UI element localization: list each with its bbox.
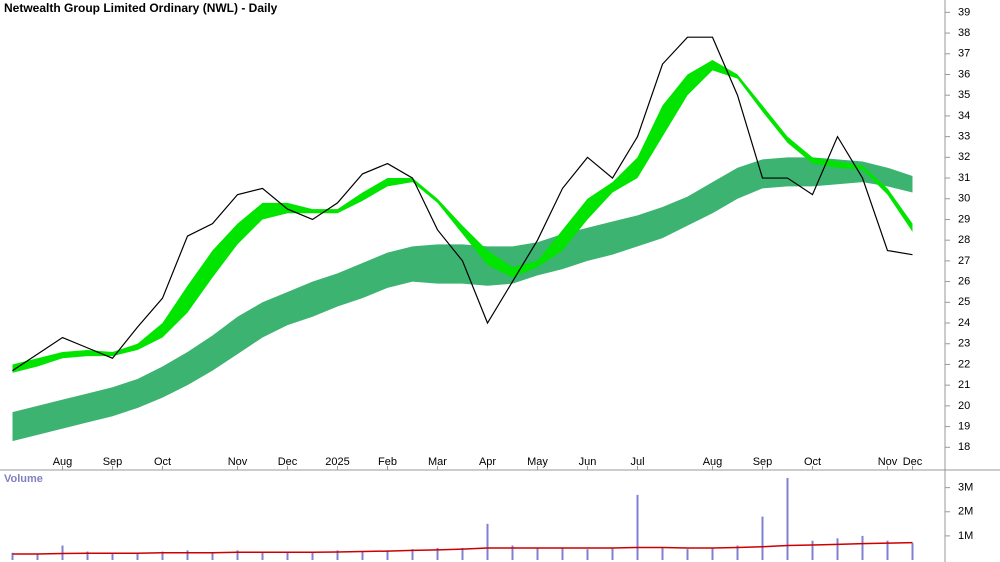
x-tick-label: Aug xyxy=(703,456,723,468)
y-tick-label: 1M xyxy=(958,530,973,542)
y-tick-label: 36 xyxy=(958,68,970,80)
y-tick-label: 2M xyxy=(958,506,973,518)
y-tick-label: 24 xyxy=(958,317,970,329)
x-tick-label: Dec xyxy=(903,456,923,468)
y-tick-label: 21 xyxy=(958,379,970,391)
volume-bar xyxy=(36,553,39,560)
x-tick-label: 2025 xyxy=(325,456,349,468)
volume-bar xyxy=(736,545,739,560)
volume-bar xyxy=(511,545,514,560)
x-tick-label: Sep xyxy=(103,456,123,468)
volume-bar xyxy=(86,551,89,560)
volume-bar xyxy=(711,547,714,560)
x-tick-label: Feb xyxy=(378,456,397,468)
x-tick-label: Nov xyxy=(878,456,898,468)
y-tick-label: 28 xyxy=(958,234,970,246)
x-tick-label: Dec xyxy=(278,456,298,468)
y-tick-label: 35 xyxy=(958,89,970,101)
y-tick-label: 30 xyxy=(958,193,970,205)
volume-bar xyxy=(811,540,814,560)
volume-bar xyxy=(611,547,614,560)
volume-bar xyxy=(411,549,414,560)
volume-bar xyxy=(361,551,364,560)
volume-bar xyxy=(111,552,114,560)
ribbon xyxy=(12,59,913,373)
volume-bar xyxy=(836,538,839,560)
x-tick-label: Aug xyxy=(53,456,73,468)
chart-title: Netwealth Group Limited Ordinary (NWL) -… xyxy=(4,1,278,15)
volume-bar xyxy=(311,552,314,560)
x-tick-label: Sep xyxy=(753,456,773,468)
y-tick-label: 38 xyxy=(958,27,970,39)
volume-bar xyxy=(386,550,389,560)
y-tick-label: 25 xyxy=(958,296,970,308)
price-line xyxy=(12,36,913,372)
y-tick-label: 32 xyxy=(958,151,970,163)
volume-bar xyxy=(761,516,764,560)
volume-bar xyxy=(236,550,239,560)
y-tick-label: 19 xyxy=(958,420,970,432)
volume-bar xyxy=(161,551,164,560)
volume-bar xyxy=(11,552,14,560)
x-tick-label: Apr xyxy=(479,456,496,468)
y-tick-label: 31 xyxy=(958,172,970,184)
volume-bar xyxy=(261,551,264,560)
y-tick-label: 20 xyxy=(958,400,970,412)
y-tick-label: 34 xyxy=(958,110,970,122)
volume-bar xyxy=(911,543,914,560)
y-tick-label: 26 xyxy=(958,276,970,288)
volume-bar xyxy=(336,550,339,560)
volume-bar xyxy=(561,547,564,560)
x-tick-label: Mar xyxy=(428,456,447,468)
x-tick-label: Jul xyxy=(630,456,644,468)
volume-bar xyxy=(211,552,214,560)
volume-bar xyxy=(861,535,864,560)
volume-bar xyxy=(886,540,889,560)
volume-bar xyxy=(786,478,789,560)
ribbon xyxy=(12,157,913,442)
x-tick-label: Oct xyxy=(804,456,821,468)
y-tick-label: 39 xyxy=(958,6,970,18)
x-tick-label: Oct xyxy=(154,456,171,468)
volume-average xyxy=(12,541,913,555)
y-tick-label: 18 xyxy=(958,441,970,453)
volume-bar xyxy=(661,547,664,560)
volume-bar xyxy=(486,523,489,560)
volume-bar xyxy=(186,550,189,560)
y-tick-label: 23 xyxy=(958,338,970,350)
x-tick-label: Jun xyxy=(579,456,597,468)
y-tick-label: 22 xyxy=(958,358,970,370)
volume-title: Volume xyxy=(4,473,43,485)
x-tick-label: Nov xyxy=(228,456,248,468)
volume-bar xyxy=(461,547,464,560)
volume-bar xyxy=(536,547,539,560)
y-tick-label: 29 xyxy=(958,213,970,225)
volume-bar xyxy=(286,552,289,560)
volume-bar xyxy=(686,549,689,560)
y-tick-label: 33 xyxy=(958,131,970,143)
x-tick-label: May xyxy=(527,456,548,468)
volume-bar xyxy=(136,552,139,560)
y-tick-label: 37 xyxy=(958,48,970,60)
volume-bar xyxy=(636,494,639,560)
y-tick-label: 27 xyxy=(958,255,970,267)
volume-bar xyxy=(436,547,439,560)
y-tick-label: 3M xyxy=(958,482,973,494)
volume-bar xyxy=(586,549,589,560)
